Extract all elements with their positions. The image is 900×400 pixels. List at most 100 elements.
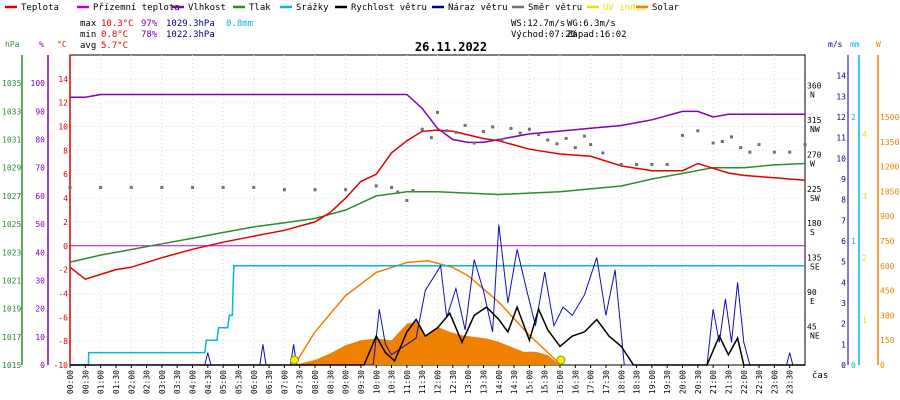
- humidity-tick: 30: [35, 276, 45, 285]
- wind-direction-point: [481, 130, 485, 134]
- humidity-tick: 80: [35, 136, 45, 145]
- wind-direction-point: [509, 126, 513, 130]
- x-axis-label: čas: [812, 370, 828, 381]
- x-tick-label: 17:00: [587, 370, 596, 394]
- legend-label: Přízemní teplota: [93, 3, 180, 13]
- x-tick-label: 21:30: [724, 370, 733, 394]
- pressure-tick: 1021: [2, 276, 21, 285]
- temperature-tick: 0: [63, 242, 68, 251]
- x-tick-label: 02:30: [143, 370, 152, 394]
- pressure-unit: hPa: [5, 40, 20, 49]
- humidity-tick: 70: [35, 164, 45, 173]
- wind-direction-point: [711, 141, 715, 145]
- wind-tick: 10: [836, 154, 846, 163]
- wind-direction-point: [472, 141, 476, 145]
- x-tick-label: 22:00: [740, 370, 749, 394]
- x-tick-label: 06:00: [250, 370, 259, 394]
- wind-direction-point: [344, 188, 348, 192]
- wind-tick: 2: [841, 320, 846, 329]
- humidity-tick: 20: [35, 305, 45, 314]
- stat-min-hum: 78%: [141, 30, 158, 40]
- x-tick-label: 00:00: [66, 370, 75, 394]
- uv-tick: 3: [862, 192, 867, 201]
- x-tick-label: 04:30: [204, 370, 213, 394]
- wind-direction-point: [405, 198, 409, 202]
- x-tick-label: 13:30: [479, 370, 488, 394]
- wind-direction-point: [788, 150, 792, 154]
- wind-direction-point: [68, 185, 72, 189]
- stat-avg-label: avg: [80, 41, 96, 51]
- x-tick-label: 18:30: [633, 370, 642, 394]
- uv-tick: 2: [862, 254, 867, 263]
- wind-ws: WS:12.7m/s: [511, 19, 565, 29]
- legend-label: Směr větru: [528, 3, 582, 13]
- wind-direction-point: [374, 184, 378, 188]
- wind-direction-point: [390, 185, 394, 189]
- wind-tick: 1: [841, 340, 846, 349]
- pressure-tick: 1019: [2, 305, 21, 314]
- solar-area: [293, 322, 560, 365]
- direction-name-tick: SE: [810, 263, 820, 272]
- pressure-tick: 1025: [2, 220, 21, 229]
- x-tick-label: 05:00: [219, 370, 228, 394]
- right-axes: m/s mm W360N315NW270W225SW180S135SE90E45NE…: [807, 40, 899, 370]
- wind-direction-point: [99, 185, 103, 189]
- x-tick-label: 07:00: [280, 370, 289, 394]
- wind-direction-point: [583, 134, 586, 138]
- legend-label: Tlak: [249, 3, 271, 13]
- wind-tick: 4: [841, 278, 846, 287]
- wind-direction-point: [635, 162, 639, 166]
- stat-min-press: 1022.3hPa: [166, 30, 215, 40]
- x-tick-label: 05:30: [234, 370, 243, 394]
- solar-theoretical-line: [293, 260, 562, 366]
- x-tick-label: 23:30: [786, 370, 795, 394]
- rain-tick: 2: [851, 113, 856, 122]
- wind-tick: 0: [841, 361, 846, 370]
- humidity-tick: 50: [35, 220, 45, 229]
- direction-name-tick: W: [810, 159, 815, 168]
- legend-label: Solar: [652, 3, 680, 13]
- solar-tick: 1200: [880, 163, 899, 172]
- solar-tick: 1050: [880, 187, 899, 196]
- pressure-tick: 1035: [2, 79, 21, 88]
- sunrise-time: Východ:07:20: [511, 30, 576, 40]
- direction-name-tick: SW: [810, 194, 820, 203]
- x-tick-label: 09:00: [342, 370, 351, 394]
- solar-tick: 750: [880, 237, 895, 246]
- pressure-tick: 1031: [2, 136, 21, 145]
- wind-direction-point: [665, 162, 669, 166]
- x-tick-label: 08:00: [311, 370, 320, 394]
- wind-direction-point: [772, 150, 776, 154]
- wind-direction-point: [757, 143, 761, 147]
- wind-info: WS:12.7m/s WG:6.3m/s Východ:07:20 Západ:…: [511, 19, 627, 40]
- rain-unit: mm: [850, 40, 860, 49]
- temperature-tick: 8: [63, 146, 68, 155]
- direction-deg-tick: 45: [807, 323, 817, 332]
- x-tick-label: 10:00: [372, 370, 381, 394]
- humidity-tick: 100: [31, 79, 46, 88]
- legend-label: Vlhkost: [188, 3, 226, 13]
- x-tick-label: 17:30: [602, 370, 611, 394]
- wind-direction-point: [619, 162, 623, 166]
- wind-direction-point: [191, 185, 194, 189]
- direction-deg-tick: 360: [807, 81, 822, 90]
- wind-direction-point: [555, 142, 559, 146]
- solar-tick: 1500: [880, 113, 899, 122]
- x-tick-label: 18:00: [617, 370, 626, 394]
- wind-direction-point: [411, 188, 415, 192]
- wind-direction-point: [696, 129, 700, 133]
- pressure-tick: 1027: [2, 192, 21, 201]
- wind-direction-point: [601, 151, 605, 155]
- grid: [69, 54, 806, 366]
- x-tick-label: 16:30: [571, 370, 580, 394]
- direction-name-tick: E: [810, 297, 815, 306]
- direction-deg-tick: 270: [807, 150, 822, 159]
- wind-direction-point: [420, 127, 424, 131]
- x-tick-label: 07:30: [296, 370, 305, 394]
- wind-direction-point: [282, 188, 286, 192]
- solar-unit: W: [876, 40, 881, 49]
- wind-tick: 9: [841, 175, 846, 184]
- x-tick-label: 02:00: [127, 370, 136, 394]
- direction-name-tick: NE: [810, 332, 820, 341]
- wind-unit: m/s: [828, 40, 843, 49]
